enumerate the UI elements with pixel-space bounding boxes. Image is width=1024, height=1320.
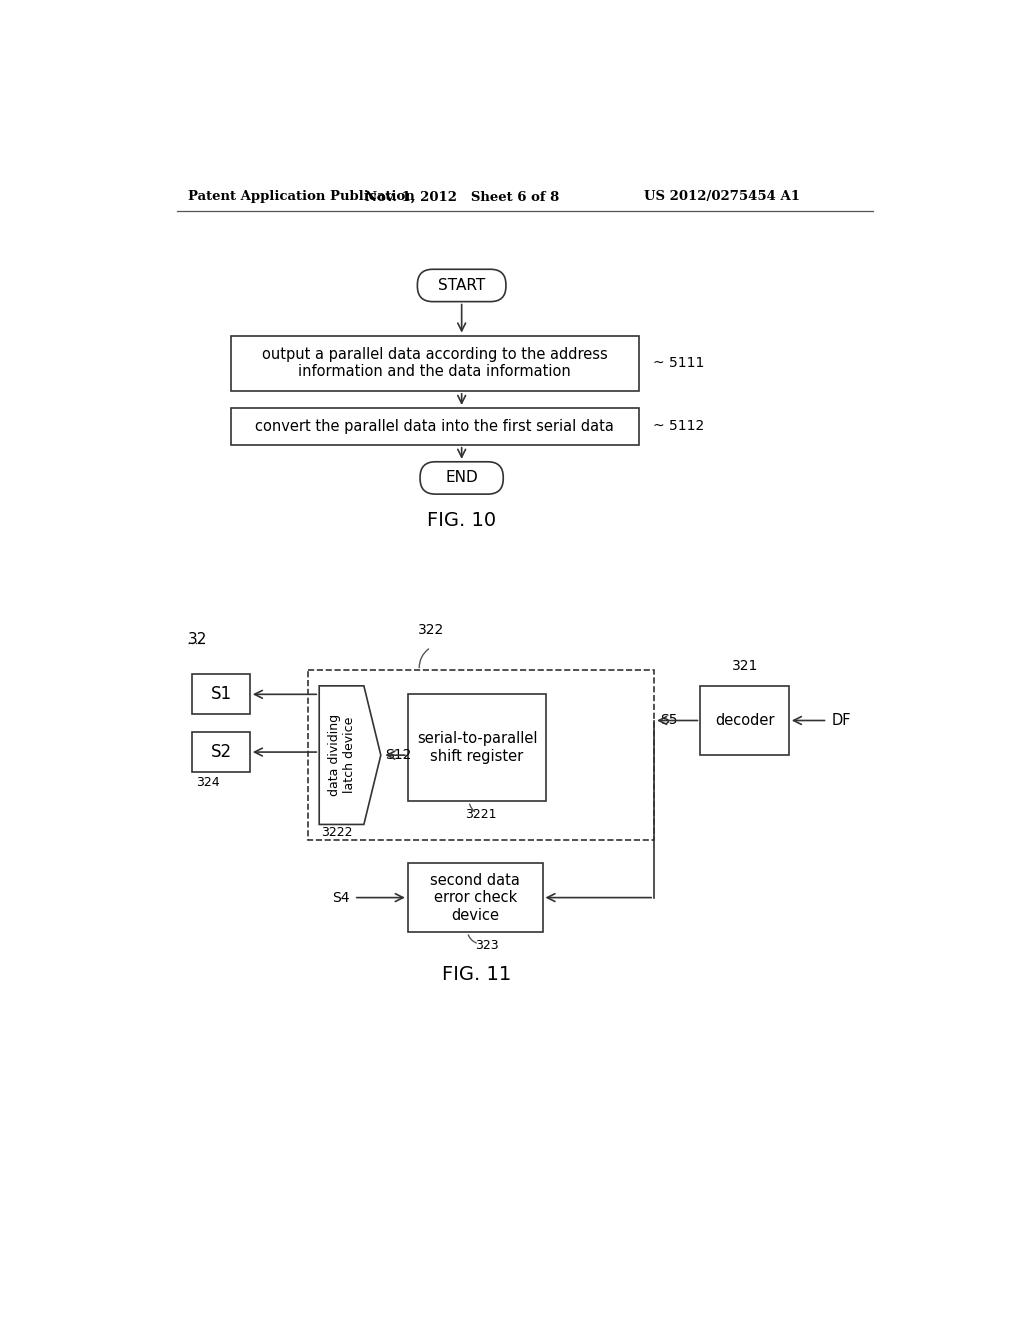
Text: S2: S2 xyxy=(211,743,231,762)
FancyBboxPatch shape xyxy=(307,671,654,840)
FancyBboxPatch shape xyxy=(420,462,503,494)
Text: convert the parallel data into the first serial data: convert the parallel data into the first… xyxy=(255,418,614,434)
FancyBboxPatch shape xyxy=(193,733,250,772)
Text: ~ 5111: ~ 5111 xyxy=(652,356,703,370)
Text: Patent Application Publication: Patent Application Publication xyxy=(188,190,415,203)
Text: 321: 321 xyxy=(731,660,758,673)
Text: FIG. 11: FIG. 11 xyxy=(442,965,512,985)
Text: S4: S4 xyxy=(333,891,350,904)
Text: S5: S5 xyxy=(660,714,678,727)
Text: output a parallel data according to the address
information and the data informa: output a parallel data according to the … xyxy=(262,347,607,379)
FancyBboxPatch shape xyxy=(230,335,639,391)
Text: Nov. 1, 2012   Sheet 6 of 8: Nov. 1, 2012 Sheet 6 of 8 xyxy=(365,190,559,203)
Text: S12: S12 xyxy=(385,748,411,762)
Text: FIG. 10: FIG. 10 xyxy=(427,511,497,529)
FancyBboxPatch shape xyxy=(193,675,250,714)
FancyBboxPatch shape xyxy=(700,686,788,755)
Text: S1: S1 xyxy=(211,685,231,704)
Text: decoder: decoder xyxy=(715,713,774,729)
Text: serial-to-parallel
shift register: serial-to-parallel shift register xyxy=(417,731,538,764)
Polygon shape xyxy=(319,686,381,825)
FancyBboxPatch shape xyxy=(418,269,506,302)
Text: START: START xyxy=(438,279,485,293)
FancyBboxPatch shape xyxy=(408,863,543,932)
Text: ~ 5112: ~ 5112 xyxy=(652,420,703,433)
FancyBboxPatch shape xyxy=(408,693,547,801)
Text: END: END xyxy=(445,470,478,486)
Text: 3221: 3221 xyxy=(465,808,497,821)
Text: DF: DF xyxy=(831,713,851,729)
Text: 32: 32 xyxy=(188,632,208,647)
FancyBboxPatch shape xyxy=(230,408,639,445)
Text: data dividing
latch device: data dividing latch device xyxy=(328,714,355,796)
Text: second data
error check
device: second data error check device xyxy=(430,873,520,923)
Text: 323: 323 xyxy=(475,940,499,952)
Text: US 2012/0275454 A1: US 2012/0275454 A1 xyxy=(644,190,801,203)
Text: 322: 322 xyxy=(418,623,444,638)
Text: 3222: 3222 xyxy=(321,826,352,840)
Text: 324: 324 xyxy=(196,776,219,789)
